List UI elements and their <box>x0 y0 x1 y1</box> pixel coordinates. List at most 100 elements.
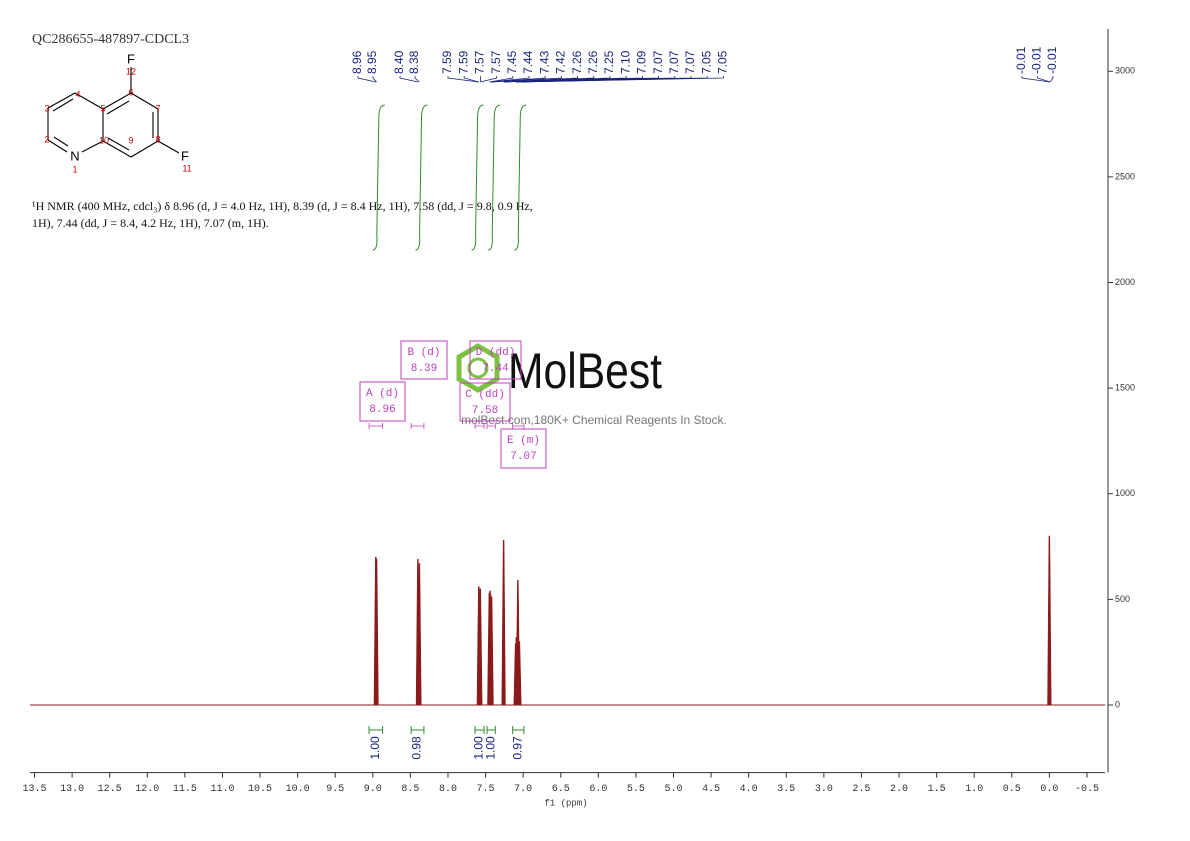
peak-label-leader <box>504 76 611 83</box>
multiplet-range <box>368 423 383 429</box>
multiplet-box <box>500 428 547 469</box>
x-tick-label: 9.0 <box>364 784 382 795</box>
peak-label: 7.57 <box>489 50 503 74</box>
peak-label: 8.40 <box>392 50 406 74</box>
x-tick-label: 6.5 <box>552 784 570 795</box>
x-tick-label: 5.0 <box>664 784 682 795</box>
watermark: MolBest molBest.com,180K+ Chemical Reage… <box>456 343 727 427</box>
x-tick-label: 11.5 <box>173 784 197 795</box>
multiplet-shift: 7.07 <box>510 451 536 463</box>
peak-label-leader <box>463 76 479 83</box>
peak-label: 8.95 <box>365 50 379 74</box>
peak-label-leader <box>1049 76 1054 83</box>
x-tick-label: 4.5 <box>702 784 720 795</box>
y-tick-label: 0 <box>1115 699 1120 709</box>
peak-label: -0.01 <box>1045 46 1059 74</box>
peak-label-leader <box>357 76 376 83</box>
peak-label: 7.57 <box>473 50 487 74</box>
peak-label-leader <box>399 76 418 83</box>
atom-label: 11 <box>182 163 191 173</box>
atom-label: 3 <box>44 103 49 113</box>
peak-label: 7.25 <box>602 50 616 74</box>
x-tick-label: 7.5 <box>477 784 495 795</box>
peak-label-leader <box>491 76 562 83</box>
peak-label: -0.01 <box>1014 46 1028 74</box>
y-tick-label: 2000 <box>1115 277 1135 287</box>
peak <box>417 563 422 706</box>
integral-label: 0.98 <box>410 736 424 760</box>
bond <box>130 140 159 158</box>
bond <box>47 139 68 153</box>
atom-label: 2 <box>44 134 49 144</box>
peak-label-leader <box>480 76 497 83</box>
y-tick-label: 3000 <box>1115 66 1135 76</box>
multiplet-name: D (dd) <box>476 347 516 359</box>
peak-label: 7.09 <box>635 50 649 74</box>
atom-label: 1 <box>72 164 77 174</box>
logo-icon <box>456 343 500 393</box>
peak-label-leader <box>1021 76 1051 83</box>
x-tick-label: 10.5 <box>248 784 272 795</box>
atom-label: N <box>70 148 79 163</box>
x-tick-label: 10.0 <box>286 784 310 795</box>
integral-curve <box>488 104 501 251</box>
peak-label: -0.01 <box>1030 46 1044 74</box>
peak-label-leader <box>1037 76 1051 83</box>
multiplet-range <box>486 423 496 429</box>
multiplet-range <box>474 423 485 429</box>
structure <box>47 66 180 158</box>
x-tick-label: 0.0 <box>1040 784 1058 795</box>
description: 1H), 7.44 (dd, J = 8.4, 4.2 Hz, 1H), 7.0… <box>32 216 269 230</box>
x-tick-label: 1.5 <box>928 784 946 795</box>
integral-bracket <box>512 726 525 734</box>
atom-label: F <box>181 148 189 163</box>
chart-title: QC286655-487897-CDCL3 <box>32 32 189 47</box>
atom-label: 6 <box>128 87 133 97</box>
peak-label: 8.96 <box>350 50 364 74</box>
multiplet-name: A (d) <box>366 388 399 400</box>
x-tick-label: 0.5 <box>1003 784 1021 795</box>
peak-label: 7.05 <box>716 50 730 74</box>
atom-label: F <box>127 51 135 66</box>
x-tick-label: 12.5 <box>98 784 122 795</box>
multiplet-name: B (d) <box>407 347 440 359</box>
integral-label: 0.97 <box>510 736 524 760</box>
atom-background <box>69 150 81 164</box>
peak <box>501 539 506 706</box>
atom-label: 10 <box>99 135 109 145</box>
bond <box>102 140 132 158</box>
peak <box>489 596 494 706</box>
integral-label: 1.00 <box>368 736 382 760</box>
peak-label: 8.38 <box>407 50 421 74</box>
x-tick-label: 5.5 <box>627 784 645 795</box>
multiplet-shift: 8.39 <box>411 363 437 375</box>
y-tick-label: 2500 <box>1115 171 1135 181</box>
atom-label: 4 <box>75 89 80 99</box>
peak-label-leader <box>490 76 530 83</box>
description: ¹H NMR (400 MHz, cdcl₃) δ 8.96 (d, J = 4… <box>32 199 533 213</box>
y-tick-label: 1000 <box>1115 488 1135 498</box>
integral-curve <box>372 104 385 251</box>
multiplet-box <box>400 340 448 380</box>
integral-bracket <box>474 726 485 734</box>
bond <box>102 92 132 110</box>
atom-label: 5 <box>100 103 105 113</box>
multiplet-range <box>512 423 525 429</box>
multiplet-box <box>459 382 511 422</box>
y-tick-label: 500 <box>1115 594 1130 604</box>
tagline: molBest.com,180K+ Chemical Reagents In S… <box>461 413 727 427</box>
x-tick-label: 4.0 <box>740 784 758 795</box>
multiplet-box <box>359 381 406 422</box>
peak-label: 7.10 <box>618 50 632 74</box>
x-tick-label: 2.5 <box>852 784 870 795</box>
x-tick-label: -0.5 <box>1075 784 1099 795</box>
integral-curve <box>415 104 428 251</box>
x-tick-label: 8.5 <box>401 784 419 795</box>
integral-bracket <box>368 726 384 734</box>
x-tick-label: 9.5 <box>326 784 344 795</box>
x-tick-label: 3.0 <box>815 784 833 795</box>
peak-label: 7.07 <box>651 50 665 74</box>
logo-icon <box>467 357 489 379</box>
multiplet-name: C (dd) <box>465 389 505 401</box>
